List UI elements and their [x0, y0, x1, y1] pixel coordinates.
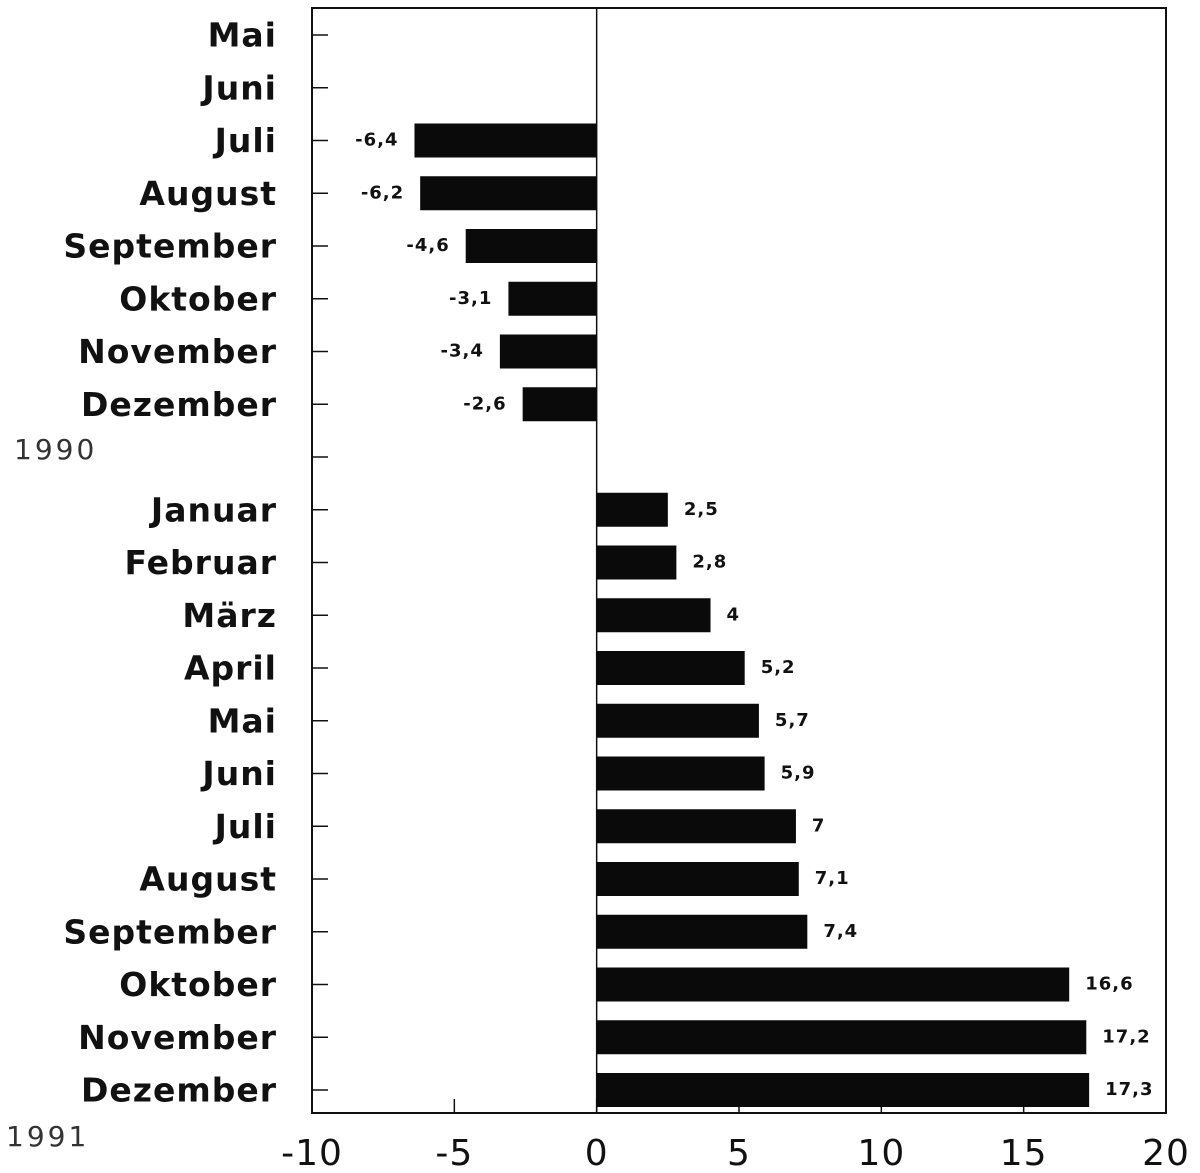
- value-label: -2,6: [463, 393, 506, 414]
- value-label: 4: [727, 604, 741, 625]
- bar: [596, 756, 765, 791]
- bar: [596, 492, 668, 527]
- bar: [596, 1020, 1087, 1055]
- y-tick-label: Oktober: [119, 965, 277, 1004]
- bar: [596, 914, 808, 949]
- y-tick-label: Juli: [213, 807, 277, 846]
- bar: [522, 387, 597, 422]
- bar: [499, 334, 597, 369]
- bar: [465, 229, 597, 263]
- value-label: -6,4: [355, 130, 398, 151]
- bar: [596, 598, 711, 633]
- value-label: -3,1: [449, 288, 492, 309]
- x-tick-label: -10: [281, 1133, 343, 1173]
- y-tick-label: September: [63, 227, 277, 266]
- value-label: 7,4: [823, 921, 858, 942]
- value-label: 2,8: [692, 552, 727, 573]
- y-tick-label: Januar: [149, 490, 277, 529]
- y-tick-label: August: [139, 860, 277, 899]
- bar: [508, 281, 597, 316]
- annotation: 1990: [14, 433, 97, 466]
- value-label: 5,7: [775, 710, 810, 731]
- y-tick-label: Juni: [200, 754, 277, 793]
- x-tick-label: 20: [1142, 1133, 1190, 1173]
- y-tick-label: Mai: [208, 16, 277, 55]
- value-label: 17,2: [1102, 1026, 1150, 1047]
- y-tick-label: November: [78, 332, 277, 371]
- y-tick-label: Februar: [124, 543, 277, 582]
- y-tick-label: April: [184, 649, 277, 688]
- y-tick-label: Mai: [208, 701, 277, 740]
- value-label: 7: [812, 815, 826, 836]
- y-tick-label: Juli: [213, 121, 277, 160]
- bar: [414, 123, 597, 158]
- bar: [420, 176, 597, 211]
- value-label: -4,6: [406, 235, 449, 256]
- annotation: 1991: [6, 1120, 89, 1153]
- x-tick-label: 5: [727, 1133, 751, 1173]
- bar: [596, 967, 1070, 1002]
- value-label: 2,5: [684, 499, 719, 520]
- y-tick-label: Dezember: [81, 385, 277, 424]
- y-tick-label: Oktober: [119, 279, 277, 318]
- x-tick-label: 0: [585, 1133, 609, 1173]
- bar: [596, 703, 759, 738]
- value-label: -3,4: [441, 341, 484, 362]
- value-label: 5,9: [781, 763, 816, 784]
- bar: [596, 1073, 1090, 1107]
- value-label: 7,1: [815, 868, 850, 889]
- x-tick-label: 15: [1000, 1133, 1048, 1173]
- x-tick-label: -5: [435, 1133, 473, 1173]
- y-tick-label: August: [139, 174, 277, 213]
- x-tick-label: 10: [857, 1133, 905, 1173]
- y-tick-label: Juni: [200, 68, 277, 107]
- bar: [596, 862, 799, 896]
- bar: [596, 809, 796, 844]
- y-tick-label: Dezember: [81, 1071, 277, 1110]
- value-label: 17,3: [1105, 1079, 1153, 1100]
- value-label: 5,2: [761, 657, 796, 678]
- value-label: -6,2: [361, 182, 404, 203]
- y-tick-label: März: [182, 596, 277, 635]
- y-tick-label: September: [63, 912, 277, 951]
- bar: [596, 651, 745, 685]
- value-label: 16,6: [1085, 974, 1133, 995]
- y-tick-label: November: [78, 1018, 277, 1057]
- bar: [596, 545, 677, 580]
